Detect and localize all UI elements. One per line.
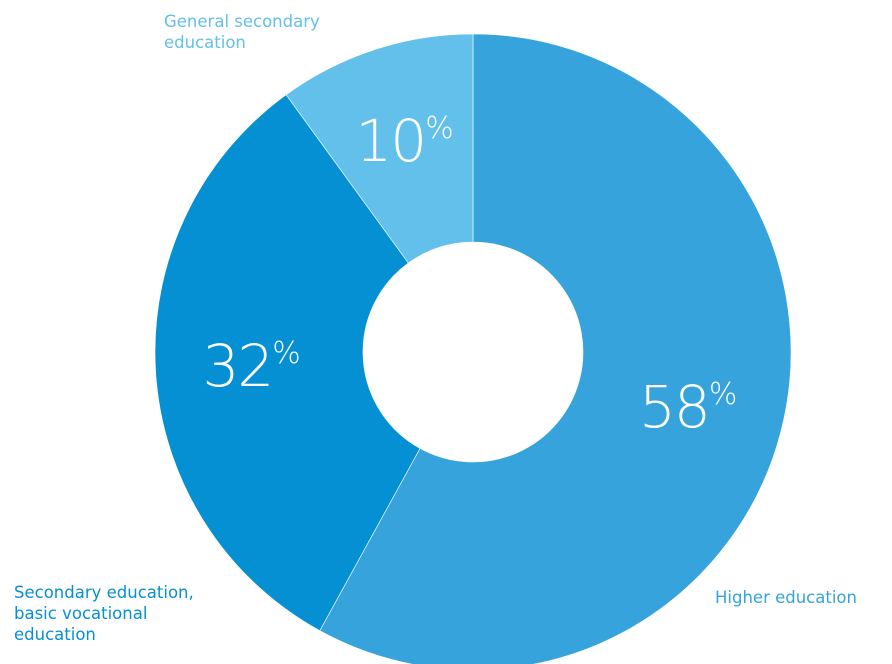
- donut-slice-general-secondary: [285, 33, 474, 264]
- category-label-secondary-education: Secondary education, basic vocational ed…: [14, 583, 194, 644]
- donut-slice-secondary-education: [154, 94, 421, 632]
- slice-value-label-secondary-education: 32%: [202, 337, 300, 395]
- category-label-higher-education: Higher education: [715, 588, 857, 607]
- slices-group: [154, 33, 792, 664]
- donut-slice-higher-education: [319, 33, 792, 664]
- slice-value-percent-sign: %: [272, 335, 301, 371]
- category-label-general-secondary: General secondary education: [164, 12, 320, 52]
- slice-value-label-general-secondary: 10%: [355, 112, 453, 170]
- slice-value-number: 32: [202, 331, 274, 400]
- slice-value-percent-sign: %: [425, 110, 454, 146]
- slice-value-label-higher-education: 58%: [639, 378, 737, 436]
- slice-value-number: 58: [639, 373, 711, 442]
- slice-value-number: 10: [355, 106, 427, 175]
- slice-value-percent-sign: %: [708, 377, 738, 413]
